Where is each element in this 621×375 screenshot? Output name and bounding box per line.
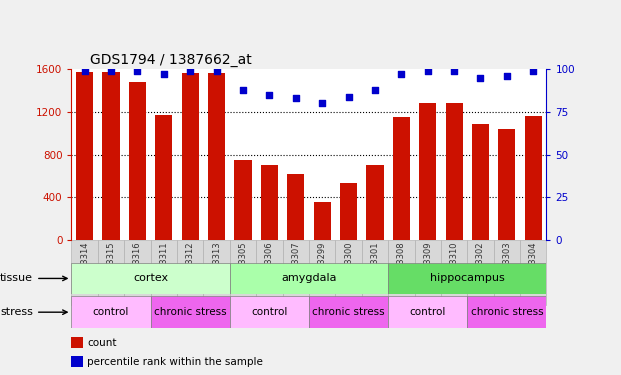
Bar xyxy=(287,174,304,240)
Bar xyxy=(256,240,283,305)
Bar xyxy=(388,262,546,294)
Text: percentile rank within the sample: percentile rank within the sample xyxy=(87,357,263,367)
Bar xyxy=(415,240,441,305)
Point xyxy=(106,68,116,74)
Point xyxy=(343,94,353,100)
Bar xyxy=(98,240,124,305)
Text: control: control xyxy=(93,307,129,317)
Point xyxy=(476,75,486,81)
Bar xyxy=(181,73,199,240)
Point xyxy=(265,92,274,98)
Bar xyxy=(366,165,384,240)
Bar xyxy=(361,240,388,305)
Text: control: control xyxy=(251,307,288,317)
Bar xyxy=(335,240,361,305)
Bar xyxy=(71,262,230,294)
Text: GDS1794 / 1387662_at: GDS1794 / 1387662_at xyxy=(91,53,252,67)
Point xyxy=(317,100,327,106)
Bar xyxy=(230,240,256,305)
Bar xyxy=(468,240,494,305)
Text: amygdala: amygdala xyxy=(281,273,337,284)
Bar xyxy=(150,296,230,328)
Bar xyxy=(283,240,309,305)
Bar xyxy=(419,104,437,240)
Point xyxy=(502,73,512,79)
Bar xyxy=(124,240,151,305)
Text: chronic stress: chronic stress xyxy=(154,307,227,317)
Bar xyxy=(494,240,520,305)
Bar xyxy=(261,165,278,240)
Point xyxy=(132,68,142,74)
Bar xyxy=(71,296,151,328)
Point xyxy=(79,68,89,74)
Point xyxy=(449,68,459,74)
Point xyxy=(528,68,538,74)
Point xyxy=(370,87,380,93)
Bar xyxy=(230,262,388,294)
Bar xyxy=(71,240,98,305)
Text: chronic stress: chronic stress xyxy=(312,307,385,317)
Point xyxy=(238,87,248,93)
Bar xyxy=(102,72,120,240)
Text: tissue: tissue xyxy=(0,273,67,284)
Bar xyxy=(388,240,415,305)
Bar xyxy=(150,240,177,305)
Bar xyxy=(392,117,410,240)
Bar xyxy=(177,240,204,305)
Bar xyxy=(76,72,93,240)
Bar xyxy=(234,160,252,240)
Point xyxy=(212,68,222,74)
Point xyxy=(159,72,169,78)
Bar xyxy=(388,296,468,328)
Text: count: count xyxy=(87,338,117,348)
Text: control: control xyxy=(409,307,446,317)
Point xyxy=(291,95,301,101)
Bar xyxy=(204,240,230,305)
Bar xyxy=(208,73,225,240)
Text: chronic stress: chronic stress xyxy=(471,307,543,317)
Bar xyxy=(525,116,542,240)
Text: stress: stress xyxy=(0,307,67,317)
Bar xyxy=(314,202,331,240)
Text: hippocampus: hippocampus xyxy=(430,273,505,284)
Bar xyxy=(155,115,173,240)
Bar xyxy=(309,296,388,328)
Bar xyxy=(230,296,309,328)
Bar xyxy=(309,240,335,305)
Point xyxy=(396,72,406,78)
Bar xyxy=(441,240,467,305)
Bar xyxy=(340,183,357,240)
Bar xyxy=(445,104,463,240)
Text: cortex: cortex xyxy=(133,273,168,284)
Bar xyxy=(498,129,515,240)
Point xyxy=(185,68,195,74)
Bar xyxy=(520,240,546,305)
Bar xyxy=(129,82,146,240)
Point xyxy=(423,68,433,74)
Bar xyxy=(468,296,546,328)
Bar xyxy=(472,124,489,240)
